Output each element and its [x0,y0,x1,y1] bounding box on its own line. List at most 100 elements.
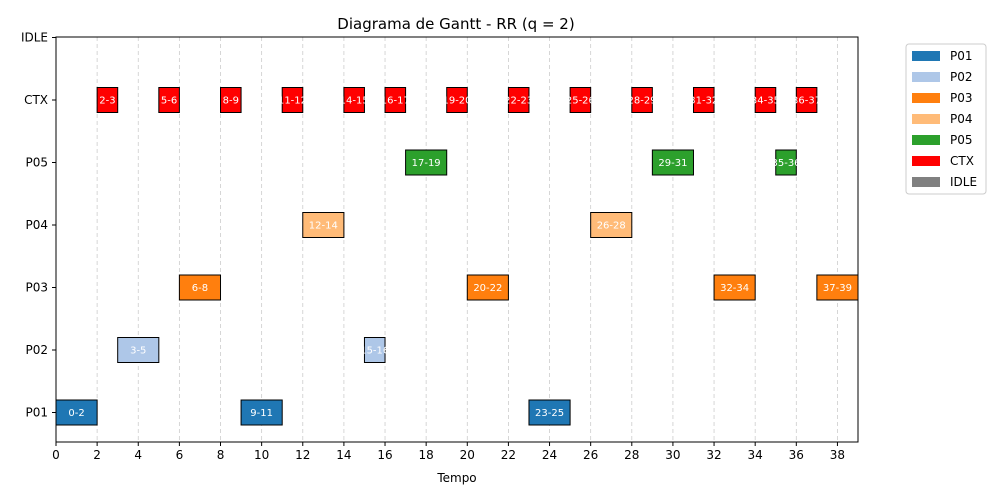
bar-p04-12-14 [302,212,345,238]
legend-label-idle: IDLE [950,175,977,189]
legend-label-p05: P05 [950,133,973,147]
bar-p05-35-36 [775,149,797,176]
legend-swatch-p02 [912,72,940,82]
y-tick-label-idle: IDLE [21,31,48,45]
x-tick-label-16: 16 [377,448,392,462]
bar-ctx-34-35 [754,87,777,113]
x-tick-label-2: 2 [93,448,101,462]
bar-label-16-17: 16-17 [381,96,410,107]
bar-label-2-3: 2-3 [99,96,115,107]
legend-label-ctx: CTX [950,154,974,168]
x-axis: 0 2 4 6 8 10 12 14 16 18 20 22 24 26 28 30 32 34 36 38 [52,442,845,462]
x-tick-label-26: 26 [583,448,598,462]
x-tick-label-30: 30 [665,448,680,462]
bar-label-15-16: 15-16 [360,346,389,357]
legend-swatch-p05 [912,135,940,145]
bar-label-25-26: 25-26 [566,96,595,107]
legend-swatch-p04 [912,114,940,124]
bar-ctx-22-23 [507,87,530,113]
legend-swatch-ctx [912,156,940,166]
bar-ctx-14-15 [343,87,365,113]
bar-p02-15-16 [363,337,386,363]
bar-label-0-2: 0-2 [68,408,84,419]
x-tick-label-38: 38 [830,448,845,462]
y-tick-label-ctx: CTX [24,93,48,107]
bar-p03-6-8 [178,274,222,301]
x-tick-label-22: 22 [501,448,516,462]
x-tick-label-4: 4 [134,448,142,462]
x-tick-label-24: 24 [542,448,557,462]
legend-label-p04: P04 [950,112,973,126]
bar-ctx-19-20 [446,87,468,113]
x-tick-label-18: 18 [419,448,434,462]
bars-group: 0-2 2-3 3-5 5-6 6-8 8-9 9-11 11-12 12-14 14-15 15-… [55,87,859,426]
bar-label-34-35: 34-35 [751,96,780,107]
x-tick-label-34: 34 [748,448,763,462]
bar-ctx-2-3 [96,87,119,113]
x-tick-label-20: 20 [460,448,475,462]
bar-ctx-5-6 [158,87,180,113]
bar-label-32-34: 32-34 [720,283,749,294]
x-tick-label-6: 6 [176,448,184,462]
y-tick-label-p05: P05 [25,156,48,170]
plot-frame [55,36,859,443]
bar-label-36-37: 36-37 [792,96,821,107]
bar-label-37-39: 37-39 [823,283,852,294]
legend-label-p01: P01 [950,49,973,63]
y-tick-label-p03: P03 [25,281,48,295]
bar-ctx-31-32 [692,87,715,113]
legend: P01 P02 P03 P04 P05 CTX IDLE [905,43,987,195]
bar-label-19-20: 19-20 [442,96,471,107]
bar-label-11-12: 11-12 [278,96,307,107]
x-axis-label: Tempo [436,471,476,485]
bar-label-9-11: 9-11 [250,408,273,419]
bar-label-17-19: 17-19 [412,158,441,169]
legend-label-p02: P02 [950,70,973,84]
bar-p04-26-28 [590,212,633,238]
bar-label-26-28: 26-28 [597,221,626,232]
bar-ctx-28-29 [631,87,653,113]
x-tick-label-0: 0 [52,448,60,462]
x-tick-label-36: 36 [789,448,804,462]
bar-label-6-8: 6-8 [192,283,208,294]
x-tick-label-28: 28 [624,448,639,462]
y-axis: P01 P02 P03 P04 P05 CTX IDLE [21,31,56,420]
y-tick-label-p02: P02 [25,343,48,357]
grid-lines [55,37,838,442]
bar-p05-17-19 [405,149,448,176]
bar-p01-9-11 [240,399,283,426]
x-tick-label-14: 14 [336,448,351,462]
bar-ctx-16-17 [384,87,407,113]
bar-label-29-31: 29-31 [658,158,687,169]
bar-label-5-6: 5-6 [161,96,177,107]
bar-p05-29-31 [651,149,694,176]
bar-label-28-29: 28-29 [628,96,657,107]
x-tick-label-10: 10 [254,448,269,462]
chart-title: Diagrama de Gantt - RR (q = 2) [337,15,574,33]
bar-label-8-9: 8-9 [223,96,239,107]
bar-label-22-23: 22-23 [504,96,533,107]
bar-ctx-36-37 [795,87,818,113]
bar-ctx-25-26 [569,87,592,113]
y-tick-label-p01: P01 [25,406,48,420]
bar-p03-32-34 [713,274,756,301]
bar-ctx-8-9 [220,87,242,113]
bar-p02-3-5 [117,337,160,363]
bar-p03-20-22 [466,274,509,301]
x-tick-label-12: 12 [295,448,310,462]
bar-label-31-32: 31-32 [689,96,718,107]
bar-label-3-5: 3-5 [130,346,146,357]
bar-label-23-25: 23-25 [535,408,564,419]
bar-label-12-14: 12-14 [309,221,338,232]
bar-label-14-15: 14-15 [340,96,369,107]
legend-swatch-p03 [912,93,940,103]
legend-swatch-idle [912,177,940,187]
legend-label-p03: P03 [950,91,973,105]
bar-label-20-22: 20-22 [473,283,502,294]
bar-label-35-36: 35-36 [771,158,800,169]
legend-swatch-p01 [912,51,940,61]
x-tick-label-32: 32 [706,448,721,462]
y-tick-label-p04: P04 [25,218,48,232]
x-tick-label-8: 8 [217,448,225,462]
